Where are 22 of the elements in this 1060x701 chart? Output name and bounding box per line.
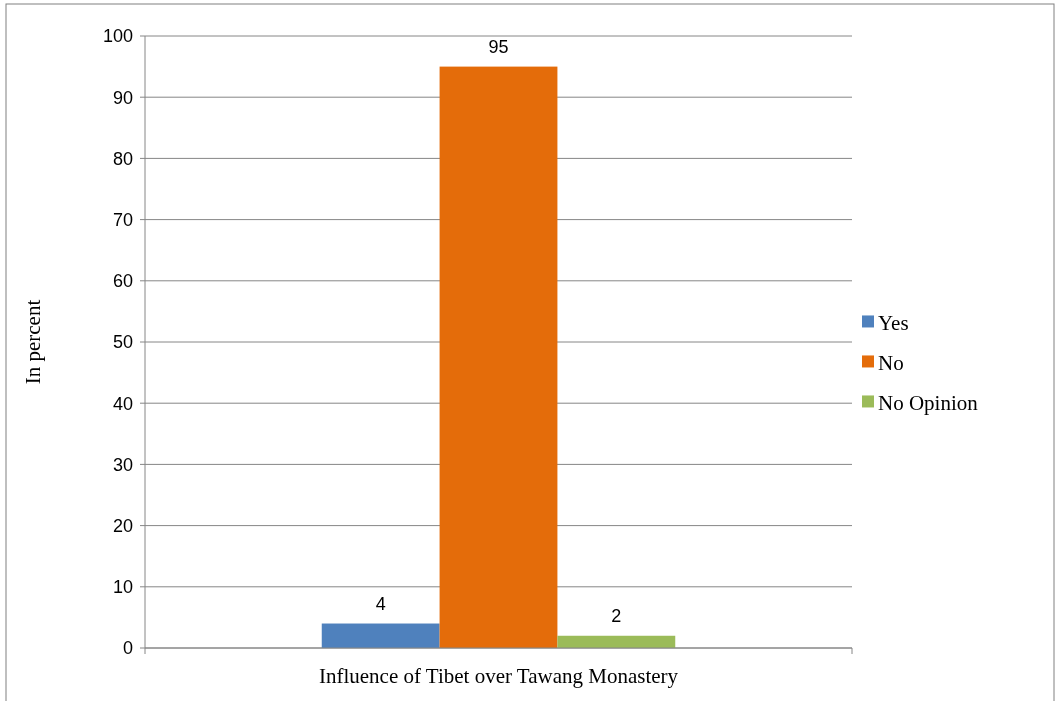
bar	[321, 623, 440, 648]
y-tick-label: 70	[112, 209, 133, 230]
legend-label: Yes	[878, 310, 909, 335]
y-tick-label: 30	[112, 454, 133, 475]
bar	[557, 635, 676, 648]
data-label: 95	[488, 36, 509, 57]
y-tick-label: 90	[112, 87, 133, 108]
legend-label: No Opinion	[878, 390, 979, 415]
y-tick-label: 60	[112, 271, 133, 292]
y-tick-label: 20	[112, 515, 133, 536]
y-tick-label: 100	[102, 26, 133, 47]
data-label: 4	[375, 593, 386, 614]
legend-label: No	[878, 350, 904, 375]
y-tick-label: 0	[122, 638, 133, 659]
y-tick-label: 50	[112, 332, 133, 353]
y-axis-title: In percent	[21, 299, 45, 385]
y-tick-label: 40	[112, 393, 133, 414]
x-tick-label: Influence of Tibet over Tawang Monastery	[318, 664, 679, 688]
y-tick-label: 10	[112, 577, 133, 598]
y-tick-label: 80	[112, 148, 133, 169]
bar	[439, 66, 558, 648]
data-label: 2	[611, 605, 622, 626]
